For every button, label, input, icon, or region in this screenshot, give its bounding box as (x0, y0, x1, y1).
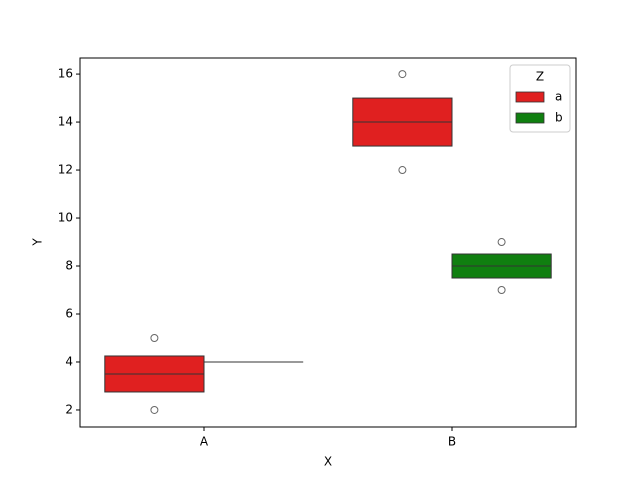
y-tick-label: 6 (65, 306, 73, 320)
axes-frame (79, 57, 577, 428)
y-tick-label: 8 (65, 259, 73, 273)
flier (398, 166, 407, 175)
x-axis-label: X (324, 455, 332, 469)
y-tick-label: 16 (58, 67, 73, 81)
legend-title: Z (536, 70, 544, 84)
flier (150, 333, 159, 342)
y-tick-label: 14 (58, 115, 73, 129)
y-tick-label: 2 (65, 402, 73, 416)
flier (497, 238, 506, 247)
y-tick-label: 4 (65, 354, 73, 368)
legend-swatch (515, 91, 545, 103)
y-axis-label: Y (31, 238, 45, 247)
legend-label: b (555, 111, 563, 125)
x-tick-label: A (200, 435, 209, 449)
x-tick-label: B (448, 435, 456, 449)
flier (398, 70, 407, 79)
y-tick-label: 10 (58, 211, 73, 225)
flier (497, 286, 506, 295)
legend-label: a (555, 90, 562, 104)
y-tick-label: 12 (58, 163, 73, 177)
legend-swatch (515, 112, 545, 124)
flier (150, 405, 159, 414)
